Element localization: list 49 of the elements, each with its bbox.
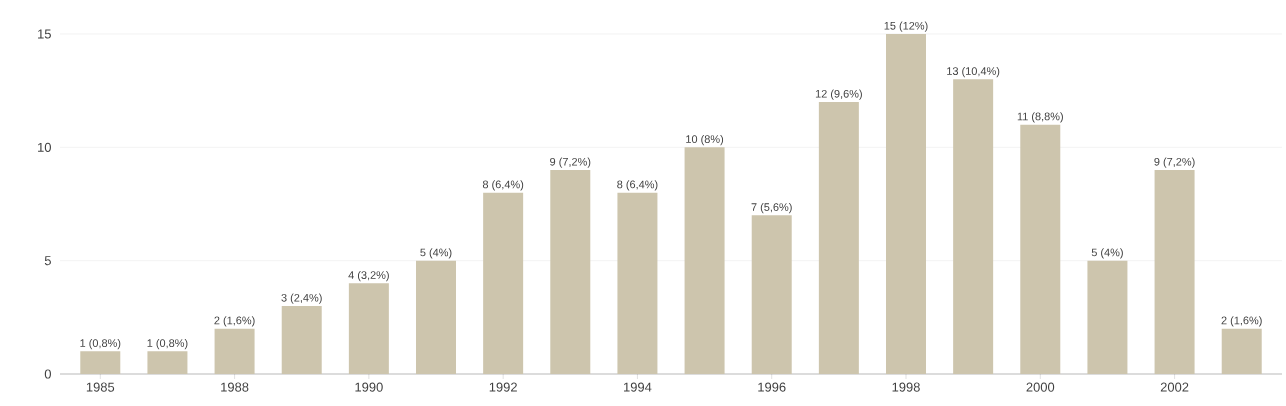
x-tick-label: 1994 bbox=[624, 382, 652, 392]
bar bbox=[348, 283, 389, 374]
data-label: 11 (8,8%) bbox=[1017, 112, 1063, 123]
data-label: 5 (4%) bbox=[420, 248, 452, 259]
bar bbox=[1087, 260, 1128, 374]
data-label: 1 (0,8%) bbox=[147, 338, 188, 350]
data-label: 12 (9,6%) bbox=[815, 89, 862, 100]
data-label: 9 (7,2%) bbox=[1154, 157, 1195, 168]
bar bbox=[1020, 124, 1061, 374]
bar bbox=[281, 306, 322, 374]
data-label: 9 (7,2%) bbox=[550, 157, 591, 168]
y-tick-label: 5 bbox=[44, 256, 51, 266]
x-tick-label: 1996 bbox=[758, 382, 786, 392]
data-label: 4 (3,2%) bbox=[348, 270, 389, 282]
bar bbox=[1221, 328, 1262, 374]
x-tick-label: 1990 bbox=[355, 382, 383, 392]
data-label: 13 (10,4%) bbox=[947, 66, 1000, 78]
bar bbox=[1154, 170, 1195, 374]
data-label: 7 (5,6%) bbox=[751, 202, 792, 214]
x-tick-label: 1998 bbox=[892, 382, 920, 392]
data-label: 5 (4%) bbox=[1091, 248, 1123, 259]
y-tick-label: 15 bbox=[38, 29, 51, 39]
data-label: 3 (2,4%) bbox=[281, 293, 322, 304]
data-label: 15 (12%) bbox=[884, 21, 928, 32]
x-tick-label: 1985 bbox=[86, 382, 115, 392]
bar bbox=[617, 192, 658, 374]
data-label: 8 (6,4%) bbox=[617, 180, 658, 191]
bar bbox=[416, 260, 457, 374]
bar bbox=[214, 328, 255, 374]
x-tick-label: 2000 bbox=[1026, 382, 1055, 392]
bar bbox=[886, 34, 926, 374]
bar bbox=[80, 351, 121, 374]
x-tick-label: 1988 bbox=[221, 382, 249, 392]
x-tick-label: 2002 bbox=[1160, 382, 1189, 392]
bar bbox=[953, 79, 994, 374]
bar bbox=[550, 170, 591, 374]
bar bbox=[483, 192, 524, 374]
bar bbox=[818, 102, 859, 374]
y-tick-label: 0 bbox=[44, 369, 51, 379]
data-label: 2 (1,6%) bbox=[214, 316, 255, 327]
x-tick-label: 1992 bbox=[489, 382, 517, 392]
data-label: 1 (0,8%) bbox=[80, 338, 121, 350]
bar bbox=[751, 215, 792, 374]
data-label: 10 (8%) bbox=[686, 134, 724, 146]
data-label: 2 (1,6%) bbox=[1221, 316, 1262, 327]
bar bbox=[147, 351, 188, 374]
data-label: 8 (6,4%) bbox=[482, 180, 524, 191]
bar bbox=[684, 147, 725, 374]
y-tick-label: 10 bbox=[38, 142, 51, 152]
